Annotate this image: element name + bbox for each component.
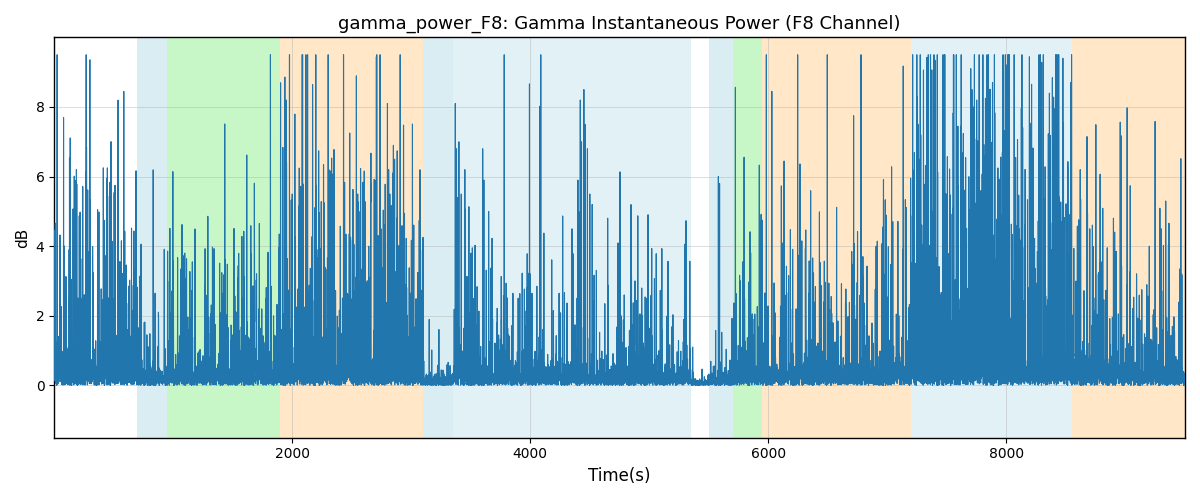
Y-axis label: dB: dB (16, 228, 30, 248)
Bar (1072, 38, 1186, 438)
Bar (452, 38, 691, 438)
Bar (733, 38, 762, 438)
Bar (167, 38, 281, 438)
Bar (709, 38, 733, 438)
Bar (138, 38, 167, 438)
Bar (281, 38, 424, 438)
Bar (911, 38, 1072, 438)
X-axis label: Time(s): Time(s) (588, 467, 650, 485)
Bar (762, 38, 911, 438)
Bar (424, 38, 452, 438)
Title: gamma_power_F8: Gamma Instantaneous Power (F8 Channel): gamma_power_F8: Gamma Instantaneous Powe… (338, 15, 901, 34)
